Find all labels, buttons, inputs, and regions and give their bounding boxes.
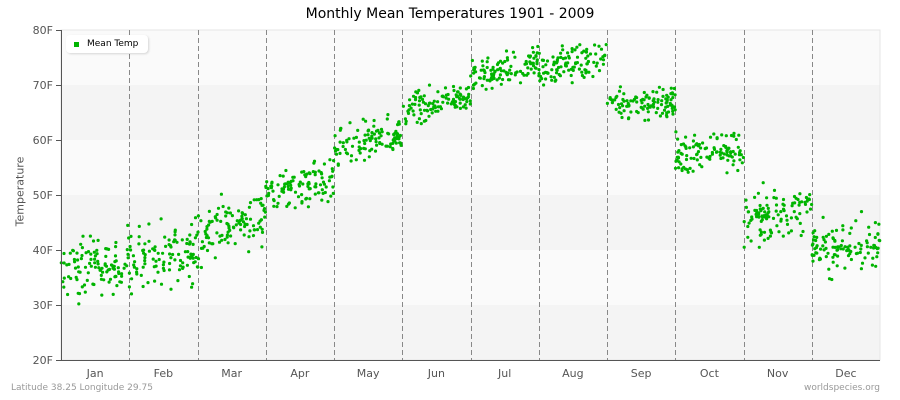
- month-separators: [129, 30, 813, 360]
- x-tick-label: Feb: [154, 367, 173, 380]
- x-tick-label: Dec: [835, 367, 856, 380]
- x-tick-label: Nov: [767, 367, 789, 380]
- x-tick-label: Oct: [700, 367, 720, 380]
- y-tick-label: 70F: [33, 79, 53, 92]
- x-tick-label: Sep: [631, 367, 652, 380]
- y-tick-label: 20F: [33, 354, 53, 367]
- x-tick-label: Jul: [497, 367, 511, 380]
- chart-title: Monthly Mean Temperatures 1901 - 2009: [305, 6, 595, 22]
- data-points: [59, 43, 882, 306]
- legend-label: Mean Temp: [87, 39, 139, 49]
- x-tick-label: Apr: [290, 367, 310, 380]
- x-tick-label: Jan: [86, 367, 104, 380]
- x-tick-label: Mar: [221, 367, 242, 380]
- y-tick-label: 60F: [33, 134, 53, 147]
- x-tick-label: May: [357, 367, 380, 380]
- y-tick-label: 80F: [33, 24, 53, 37]
- x-tick-label: Jun: [427, 367, 445, 380]
- legend-swatch-icon: [74, 41, 79, 47]
- source-credit: worldspecies.org: [803, 383, 880, 393]
- axes: 20F 30F 40F 50F 60F 70F 80F Jan Feb Mar Apr May Jun J…: [33, 24, 880, 380]
- background-bands: [60, 29, 881, 361]
- location-caption: Latitude 38.25 Longitude 29.75: [11, 383, 153, 393]
- y-tick-label: 40F: [33, 244, 53, 257]
- y-tick-label: 50F: [33, 189, 53, 202]
- y-tick-label: 30F: [33, 299, 53, 312]
- x-tick-label: Aug: [562, 367, 583, 380]
- legend[interactable]: Mean Temp: [66, 35, 149, 53]
